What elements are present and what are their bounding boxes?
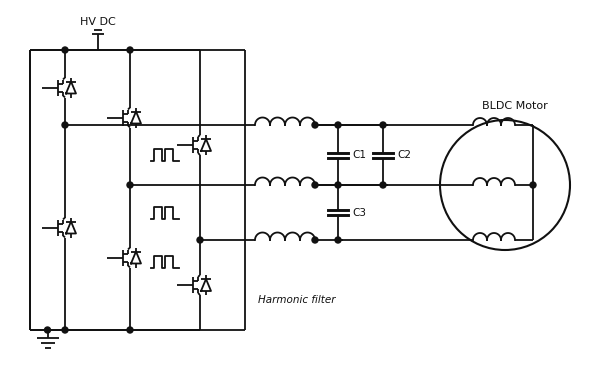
Circle shape — [127, 327, 133, 333]
Circle shape — [127, 47, 133, 53]
Circle shape — [127, 182, 133, 188]
Circle shape — [62, 122, 68, 128]
Circle shape — [380, 182, 386, 188]
Text: Harmonic filter: Harmonic filter — [258, 295, 335, 305]
Text: BLDC Motor: BLDC Motor — [482, 101, 548, 111]
Text: HV DC: HV DC — [80, 17, 115, 27]
Text: C1: C1 — [352, 150, 366, 160]
Text: C2: C2 — [397, 150, 411, 160]
Circle shape — [62, 327, 68, 333]
Circle shape — [197, 237, 203, 243]
Circle shape — [335, 122, 341, 128]
Circle shape — [312, 182, 318, 188]
Circle shape — [380, 122, 386, 128]
Circle shape — [62, 47, 68, 53]
Text: C3: C3 — [352, 207, 366, 217]
Circle shape — [44, 327, 50, 333]
Circle shape — [312, 237, 318, 243]
Circle shape — [335, 237, 341, 243]
Circle shape — [312, 122, 318, 128]
Circle shape — [530, 182, 536, 188]
Circle shape — [335, 182, 341, 188]
